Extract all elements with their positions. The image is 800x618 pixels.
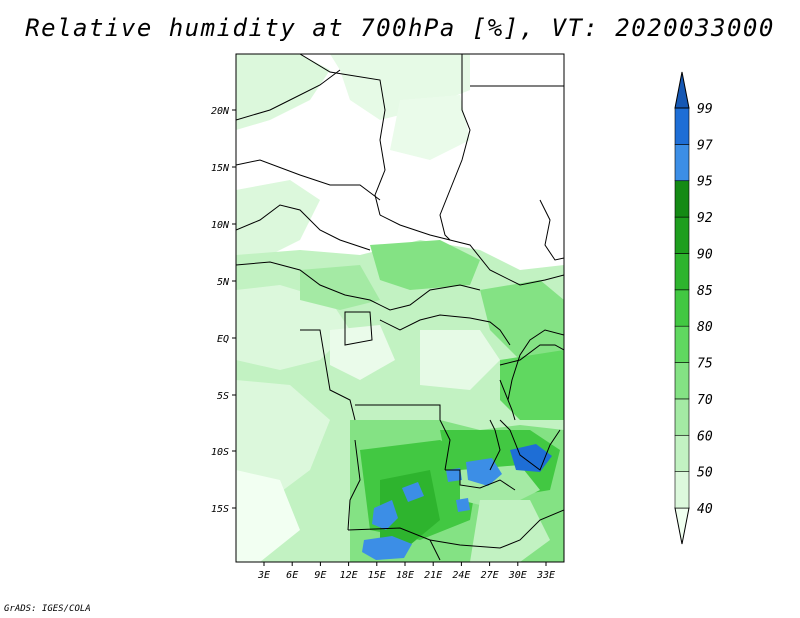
- lon-tick-label: 6E: [286, 570, 298, 581]
- colorbar-band: [674, 362, 690, 400]
- colorbar-band: [674, 398, 690, 436]
- colorbar-band: [674, 144, 690, 182]
- map-frame: [235, 53, 565, 563]
- lon-tick-label: 18E: [396, 570, 414, 581]
- colorbar-label: 70: [697, 393, 713, 408]
- lon-tick-label: 12E: [340, 570, 358, 581]
- colorbar-label: 90: [697, 247, 713, 262]
- lon-tick-label: 3E: [257, 570, 270, 581]
- lat-tick-label: 5S: [217, 391, 229, 402]
- colorbar-band: [674, 289, 690, 327]
- colorbar-band: [674, 107, 690, 145]
- lat-tick-label: EQ: [217, 334, 229, 345]
- colorbar-label: 95: [697, 175, 713, 190]
- colorbar-label: 75: [697, 357, 713, 372]
- map-area: 20N 15N 10N 5N EQ 5S 10S 15S 3E 6E 9E 12E 15E 18E 21E…: [211, 53, 565, 581]
- lon-tick-label: 30E: [508, 570, 527, 581]
- colorbar-label: 85: [697, 284, 713, 299]
- lon-tick-label: 9E: [314, 570, 326, 581]
- lat-tick-label: 20N: [211, 106, 230, 117]
- lat-tick-label: 15S: [211, 504, 229, 515]
- colorbar-label: 97: [697, 138, 713, 153]
- lat-tick-label: 15N: [211, 163, 230, 174]
- colorbar-band: [674, 253, 690, 291]
- colorbar-band: [674, 471, 690, 509]
- colorbar-label: 80: [697, 320, 713, 335]
- colorbar: 40 50 60 70 75 80 85 90 92 95 97 99: [674, 71, 713, 545]
- lon-tick-label: 27E: [481, 570, 499, 581]
- lon-tick-label: 24E: [452, 570, 470, 581]
- colorbar-min-arrow: [674, 507, 690, 545]
- lat-tick-label: 5N: [217, 277, 230, 288]
- lon-tick-label: 15E: [368, 570, 386, 581]
- country-borders: [236, 54, 564, 561]
- colorbar-band: [674, 180, 690, 218]
- lat-tick-label: 10N: [211, 220, 230, 231]
- colorbar-band: [674, 434, 690, 472]
- lon-tick-label: 21E: [424, 570, 442, 581]
- colorbar-label: 60: [697, 429, 713, 444]
- colorbar-label: 50: [697, 466, 713, 481]
- colorbar-label: 92: [697, 211, 713, 226]
- colorbar-band: [674, 216, 690, 254]
- longitude-axis: 3E 6E 9E 12E 15E 18E 21E 24E 27E 30E 33E: [257, 562, 555, 581]
- lon-tick-label: 33E: [536, 570, 555, 581]
- colorbar-label: 99: [697, 102, 713, 117]
- colorbar-label: 40: [697, 502, 713, 517]
- latitude-axis: 20N 15N 10N 5N EQ 5S 10S 15S: [211, 106, 236, 515]
- credit-text: GrADS: IGES/COLA: [4, 604, 91, 614]
- colorbar-band: [674, 325, 690, 363]
- lat-tick-label: 10S: [211, 447, 229, 458]
- map-title: Relative humidity at 700hPa [%], VT: 202…: [25, 14, 775, 42]
- colorbar-max-arrow: [674, 71, 690, 109]
